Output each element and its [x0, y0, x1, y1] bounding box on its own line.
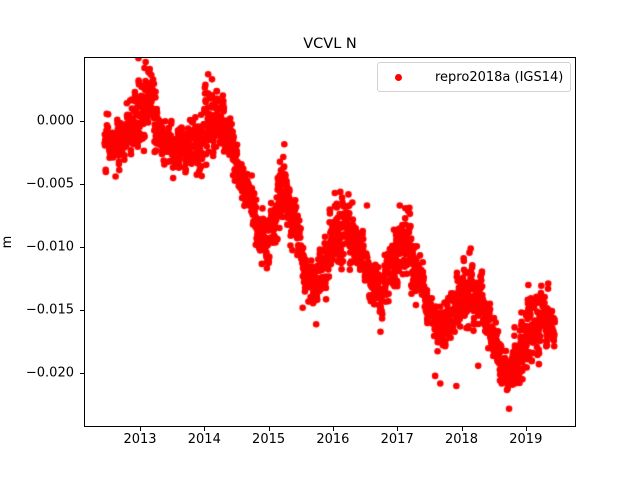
x-tick-label: 2015: [252, 432, 286, 447]
y-tick-mark: [80, 121, 84, 122]
y-tick-mark: [80, 247, 84, 249]
x-tick-label: 2019: [509, 432, 543, 447]
x-tick-mark: [140, 427, 141, 431]
chart-title: VCVL N: [303, 36, 357, 52]
y-tick-mark: [80, 310, 84, 312]
y-tick-label: −0.010: [25, 239, 74, 255]
legend-series-label: repro2018a (IGS14): [435, 69, 564, 85]
y-tick-label: 0.000: [36, 113, 74, 129]
x-tick-label: 2014: [187, 432, 221, 447]
y-tick-label: −0.020: [25, 365, 74, 381]
y-tick-label: −0.005: [25, 176, 74, 192]
scatter-points-canvas: [85, 58, 575, 426]
x-tick-mark: [525, 427, 527, 431]
x-tick-label: 2018: [444, 432, 479, 447]
x-tick-mark: [461, 427, 463, 431]
x-tick-mark: [268, 427, 270, 431]
plot-area: [84, 57, 576, 427]
x-tick-label: 2017: [380, 432, 414, 447]
x-tick-label: 2013: [123, 432, 157, 447]
x-tick-mark: [397, 427, 399, 431]
y-tick-mark: [80, 373, 84, 375]
x-tick-mark: [204, 427, 206, 431]
x-tick-mark: [332, 427, 334, 431]
y-tick-mark: [80, 184, 84, 186]
y-tick-label: −0.015: [25, 302, 74, 318]
legend-red-dot-icon: [395, 73, 402, 81]
legend: repro2018a (IGS14): [377, 62, 571, 92]
x-tick-label: 2016: [316, 432, 350, 447]
